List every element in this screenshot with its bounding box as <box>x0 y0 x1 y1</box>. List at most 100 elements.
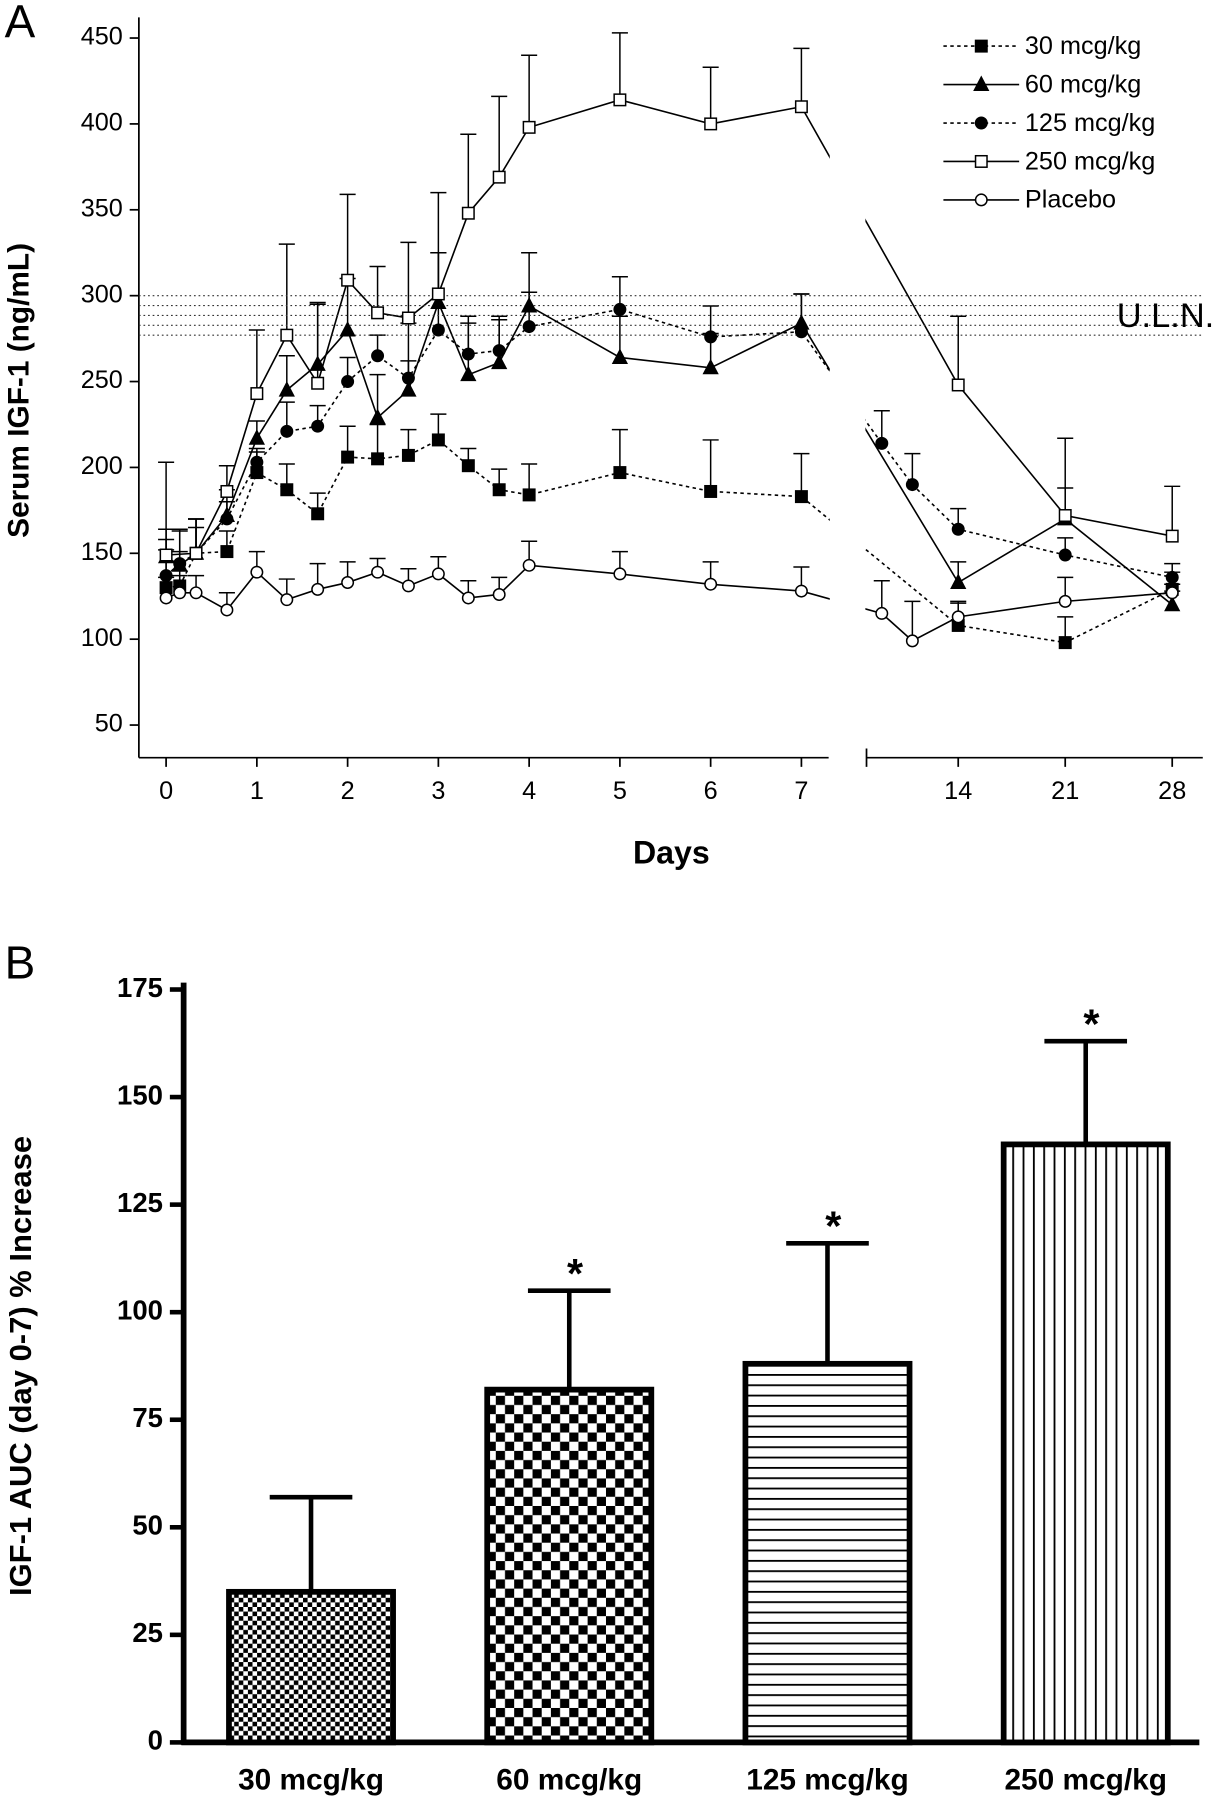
marker <box>311 419 325 433</box>
marker <box>704 117 718 131</box>
marker <box>371 565 385 579</box>
marker <box>1058 594 1072 608</box>
y-axis-title: IGF-1 AUC (day 0-7) % Increase <box>3 1136 38 1596</box>
significance-marker: * <box>567 1251 584 1297</box>
marker <box>905 478 919 492</box>
marker <box>339 320 356 337</box>
marker <box>159 569 173 583</box>
y-tick-label: 25 <box>132 1617 163 1648</box>
marker <box>951 610 965 624</box>
marker <box>951 378 965 392</box>
marker <box>220 545 234 559</box>
marker <box>794 100 808 114</box>
legend-marker <box>974 193 988 207</box>
x-tick-label: 6 <box>704 777 718 805</box>
marker <box>220 603 234 617</box>
error-bar <box>309 301 326 384</box>
marker <box>159 548 173 562</box>
marker <box>431 323 445 337</box>
uln-label: U.L.N. <box>1117 297 1215 335</box>
y-tick-label: 350 <box>81 194 123 222</box>
marker <box>613 93 627 107</box>
series-line <box>165 438 1173 644</box>
marker <box>309 355 326 371</box>
marker <box>280 328 294 342</box>
marker <box>794 325 808 339</box>
legend-label: 125 mcg/kg <box>1025 109 1155 137</box>
series-line <box>165 300 1173 606</box>
x-tick-label: 0 <box>159 777 173 805</box>
y-tick-label: 150 <box>81 538 123 566</box>
marker <box>1165 529 1179 543</box>
marker <box>371 452 385 466</box>
marker <box>492 588 506 602</box>
marker <box>461 347 475 361</box>
marker <box>613 466 627 480</box>
marker <box>401 311 415 325</box>
series-line <box>165 308 1173 579</box>
significance-marker: * <box>1083 1001 1100 1047</box>
legend-marker <box>974 39 988 53</box>
marker <box>1165 570 1179 584</box>
error-bar <box>491 95 508 178</box>
marker <box>794 584 808 598</box>
y-tick-label: 300 <box>81 280 123 308</box>
marker <box>250 455 264 469</box>
x-tick-label: 60 mcg/kg <box>496 1763 642 1796</box>
error-bar <box>950 315 967 385</box>
error-bar <box>527 1288 611 1390</box>
marker <box>220 484 234 498</box>
x-tick-label: 28 <box>1158 777 1186 805</box>
y-tick-label: 150 <box>117 1079 163 1110</box>
marker <box>173 586 187 600</box>
error-bar <box>430 191 447 294</box>
x-tick-label: 2 <box>341 777 355 805</box>
marker <box>220 512 234 526</box>
bar <box>1000 1141 1171 1746</box>
error-bar <box>793 47 810 107</box>
marker <box>704 577 718 591</box>
x-tick-label: 125 mcg/kg <box>746 1763 908 1796</box>
marker <box>431 433 445 447</box>
x-axis-title: Days <box>633 835 710 871</box>
marker <box>704 484 718 498</box>
marker <box>341 375 355 389</box>
marker <box>311 507 325 521</box>
marker <box>951 522 965 536</box>
marker <box>400 381 417 397</box>
marker <box>522 558 536 572</box>
x-tick-label: 4 <box>522 777 536 805</box>
marker <box>371 306 385 320</box>
bar <box>484 1386 655 1746</box>
error-bar <box>611 32 628 100</box>
axis-gap <box>829 11 866 752</box>
marker <box>280 424 294 438</box>
significance-marker: * <box>825 1203 842 1249</box>
marker <box>875 436 889 450</box>
error-bar <box>786 1241 869 1364</box>
x-tick-label: 7 <box>794 777 808 805</box>
marker <box>492 170 506 184</box>
marker <box>248 429 265 445</box>
legend-label: Placebo <box>1025 186 1116 214</box>
marker <box>173 557 187 571</box>
y-axis-title: Serum IGF-1 (ng/mL) <box>3 243 36 538</box>
marker <box>875 606 889 620</box>
marker <box>250 565 264 579</box>
y-tick-label: 50 <box>95 710 123 738</box>
error-bar <box>702 439 719 492</box>
x-tick-label: 1 <box>250 777 264 805</box>
marker <box>1058 509 1072 522</box>
marker <box>278 381 295 397</box>
marker <box>401 579 415 593</box>
marker <box>159 591 173 605</box>
marker <box>1164 595 1181 612</box>
y-tick-label: 75 <box>132 1402 163 1433</box>
x-tick-label: 3 <box>431 777 445 805</box>
error-bar <box>702 66 719 124</box>
x-tick-label: 5 <box>613 777 627 805</box>
legend-label: 60 mcg/kg <box>1025 70 1141 98</box>
series-line <box>165 564 1173 642</box>
error-bar <box>611 428 628 473</box>
